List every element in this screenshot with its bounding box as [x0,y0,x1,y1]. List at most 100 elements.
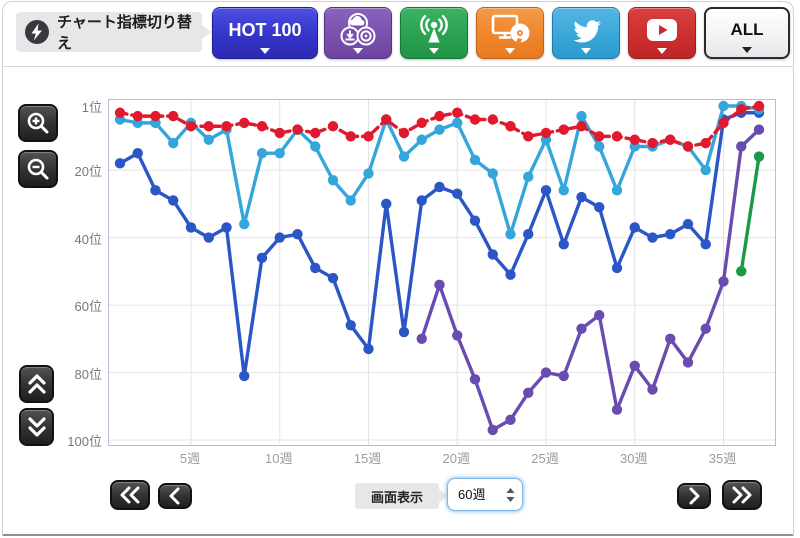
data-point-red [221,121,232,132]
data-point-blue [558,239,569,250]
range-select[interactable]: 60週 [447,478,523,511]
data-point-red [576,121,587,132]
chevron-right-icon [684,487,704,505]
y-axis-label: 1位 [81,100,102,115]
airplay-chart-button[interactable] [400,7,468,59]
data-point-red [203,121,214,132]
page-prev-button[interactable] [158,483,192,509]
youtube-chart-button[interactable] [628,7,696,59]
y-axis-label: 40位 [74,231,102,247]
data-point-red [718,117,729,129]
double-chevron-down-icon [25,414,49,440]
data-point-red [416,117,427,129]
x-axis-label: 30週 [620,451,648,466]
data-point-light-blue [345,195,356,206]
scroll-down-button[interactable] [19,408,54,446]
data-point-red [452,107,463,118]
data-point-red [540,127,552,139]
data-point-blue [381,198,392,210]
hot100-chart-button[interactable]: HOT 100 [212,7,318,59]
data-point-purple [611,404,623,415]
zoom-in-button[interactable] [18,104,58,142]
data-point-blue [114,158,126,169]
data-point-blue [416,195,427,206]
data-point-red [327,121,339,132]
hot100-label: HOT 100 [228,19,302,40]
data-point-blue [505,269,516,280]
x-axis-label: 20週 [442,451,470,466]
data-point-red [363,131,374,142]
data-point-purple [487,424,498,436]
data-point-red [629,134,640,145]
data-point-light-blue [558,185,569,196]
data-point-light-blue [434,124,445,135]
y-axis-label: 100位 [67,434,102,450]
zoom-out-button[interactable] [18,150,58,188]
data-point-purple [753,124,765,135]
chevron-down-icon [260,48,270,54]
bolt-circle-icon [24,19,50,45]
page-first-button[interactable] [110,480,150,510]
data-point-light-blue [487,168,498,179]
data-point-light-blue [168,137,179,149]
data-point-red [274,127,285,139]
data-point-red [558,124,569,135]
page-next-button[interactable] [677,483,711,509]
twitter-chart-button[interactable] [552,7,620,59]
data-point-light-blue [611,185,623,196]
data-point-red [665,134,676,145]
data-point-purple [558,370,569,382]
data-point-purple [452,330,463,341]
data-point-blue [594,202,605,213]
data-point-blue [629,222,640,233]
header-divider [3,66,794,67]
data-point-red [505,121,516,132]
data-point-red [114,107,126,118]
data-point-light-blue [505,229,516,240]
data-point-blue [150,185,161,196]
data-point-blue [469,215,481,226]
radio-broadcast-icon [415,12,453,48]
data-point-blue [682,218,694,230]
data-point-blue [292,229,303,240]
twitter-bird-icon [569,15,603,45]
data-point-blue [665,229,676,240]
chart-plot [108,99,776,446]
data-point-blue [452,188,463,199]
data-point-red [594,131,605,142]
scroll-up-button[interactable] [19,365,54,403]
data-point-light-blue [718,100,729,112]
data-point-blue [398,326,410,338]
double-chevron-up-icon [25,371,49,397]
data-point-light-blue [274,148,285,159]
data-point-red [434,110,445,122]
data-point-red [682,141,694,152]
y-axis-label: 60位 [74,299,102,315]
data-point-red [168,110,179,122]
x-axis-label: 15週 [353,451,382,466]
data-point-blue [487,249,498,260]
data-point-red [487,114,498,125]
chevron-left-icon [165,487,185,505]
sales-chart-button[interactable] [324,7,392,59]
data-point-red [345,131,356,142]
lookup-chart-button[interactable] [476,7,544,59]
data-point-purple [665,333,676,345]
page-last-button[interactable] [722,480,762,510]
x-axis-label: 35週 [708,451,737,466]
data-point-red [469,114,481,125]
data-point-purple [505,414,516,425]
data-point-light-blue [452,117,463,129]
data-point-red [310,127,321,139]
data-point-green [736,266,747,277]
data-point-blue [310,262,321,274]
data-point-red [132,110,143,122]
sales-composite-icon [339,12,377,48]
data-point-light-blue [700,164,711,176]
youtube-play-icon [644,17,680,43]
data-point-purple [576,323,587,334]
data-point-light-blue [469,154,481,166]
all-charts-button[interactable]: ALL [704,7,790,59]
y-axis-label: 80位 [74,366,102,382]
chevron-down-icon [657,48,667,54]
